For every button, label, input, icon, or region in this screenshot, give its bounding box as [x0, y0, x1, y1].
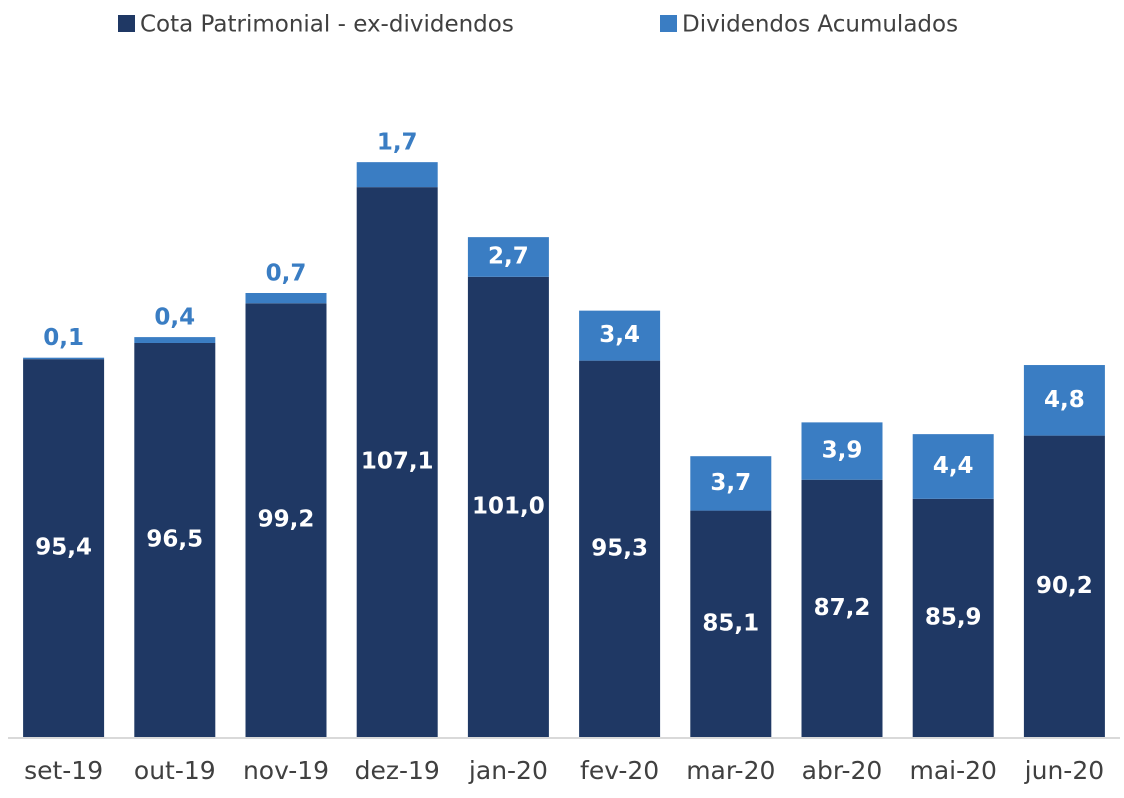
- x-tick-label: set-19: [24, 756, 103, 785]
- data-label: 101,0: [472, 493, 545, 519]
- data-label: 3,7: [710, 470, 751, 496]
- x-tick-label: abr-20: [802, 756, 883, 785]
- bar-segment: [245, 303, 327, 737]
- bar-segment: [1023, 365, 1105, 436]
- bar-segment: [690, 456, 772, 511]
- bar-segment: [356, 187, 438, 737]
- data-label: 95,3: [591, 535, 648, 561]
- x-tick-label: jan-20: [468, 756, 548, 785]
- bar-segment: [690, 510, 772, 737]
- data-label: 90,2: [1036, 573, 1093, 599]
- data-label: 107,1: [361, 449, 434, 475]
- bar-segment: [912, 434, 994, 499]
- x-tick-label: dez-19: [355, 756, 440, 785]
- bar-segment: [912, 498, 994, 737]
- x-tick-label: fev-20: [580, 756, 659, 785]
- bar-segment: [245, 293, 327, 304]
- data-label: 87,2: [814, 595, 871, 621]
- legend-label: Cota Patrimonial - ex-dividendos: [140, 12, 514, 38]
- bar-segment: [467, 237, 549, 277]
- x-tick-label: mar-20: [686, 756, 775, 785]
- data-label: 3,4: [599, 322, 640, 348]
- x-tick-label: out-19: [134, 756, 216, 785]
- legend-swatch: [118, 15, 135, 32]
- bar-segment: [579, 310, 661, 361]
- x-tick-label: mai-20: [909, 756, 996, 785]
- bar-segment: [134, 337, 216, 343]
- bar-segment: [23, 357, 105, 360]
- bar-segment: [801, 422, 883, 480]
- data-label: 3,9: [822, 438, 863, 464]
- bar-segment: [579, 360, 661, 737]
- data-label: 2,7: [488, 243, 529, 269]
- data-label: 0,1: [43, 325, 84, 351]
- data-label: 0,4: [154, 305, 195, 331]
- data-label: 96,5: [146, 526, 203, 552]
- x-tick-label: nov-19: [243, 756, 329, 785]
- data-label: 85,9: [925, 604, 982, 630]
- bar-segment: [1023, 435, 1105, 737]
- data-label: 1,7: [377, 130, 418, 156]
- bar-segment: [356, 162, 438, 188]
- data-label: 85,1: [702, 610, 759, 636]
- legend-swatch: [660, 15, 677, 32]
- data-label: 95,4: [35, 535, 92, 561]
- data-label: 4,4: [933, 453, 974, 479]
- data-label: 0,7: [266, 261, 307, 287]
- bar-segment: [467, 276, 549, 737]
- data-label: 99,2: [258, 507, 315, 533]
- legend-label: Dividendos Acumulados: [682, 12, 958, 38]
- bar-segment: [801, 479, 883, 737]
- data-label: 4,8: [1044, 387, 1085, 413]
- bar-segment: [23, 359, 105, 737]
- bar-segment: [134, 342, 216, 737]
- x-tick-label: jun-20: [1024, 756, 1104, 785]
